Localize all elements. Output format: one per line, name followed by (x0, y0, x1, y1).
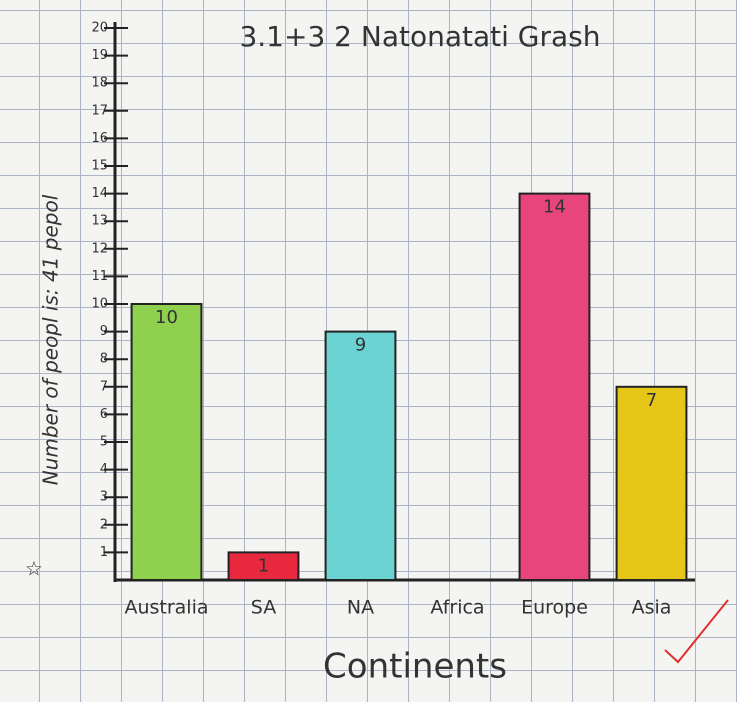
y-tick-label: 16 (91, 131, 108, 146)
y-axis-label: Number of peopl is: 41 pepol (39, 194, 63, 485)
bar (324, 330, 397, 581)
y-tick-label: 6 (100, 407, 108, 422)
y-tick-label: 14 (91, 186, 108, 201)
y-tick-label: 20 (91, 21, 108, 36)
x-tick-label: NA (347, 597, 374, 619)
chart-title: 3.1+3 2 Natonatati Grash (239, 20, 600, 53)
x-tick-label: Australia (124, 597, 208, 619)
bar (615, 385, 688, 581)
y-tick-label: 18 (91, 76, 108, 91)
y-tick-label: 7 (100, 379, 108, 394)
data-label: 7 (646, 390, 657, 411)
check-mark (664, 599, 729, 664)
y-tick-label: 8 (100, 352, 108, 367)
y-tick-label: 15 (91, 159, 108, 174)
x-axis-label: Continents (323, 647, 507, 687)
y-tick-label: 4 (100, 462, 108, 477)
y-tick-label: 3 (100, 490, 108, 505)
data-label: 9 (355, 335, 366, 356)
x-tick-label: Asia (632, 597, 672, 619)
y-tick-label: 17 (91, 103, 108, 118)
data-label: 10 (155, 307, 178, 328)
y-tick-label: 5 (100, 435, 108, 450)
bar (518, 192, 591, 581)
y-tick-label: 13 (91, 214, 108, 229)
y-tick-label: 1 (100, 545, 108, 560)
y-tick-label: 2 (100, 517, 108, 532)
star-doodle: ☆ (25, 557, 43, 581)
data-label: 1 (258, 555, 269, 576)
y-tick-label: 9 (100, 324, 108, 339)
y-tick-label: 12 (91, 241, 108, 256)
x-tick-label: Africa (430, 597, 484, 619)
y-tick-label: 19 (91, 48, 108, 63)
data-label: 14 (543, 197, 566, 218)
x-tick-label: Europe (521, 597, 588, 619)
bar (227, 551, 300, 582)
x-tick-label: SA (251, 597, 276, 619)
bar (130, 303, 203, 581)
y-tick-label: 10 (91, 297, 108, 312)
y-tick-label: 11 (91, 269, 108, 284)
